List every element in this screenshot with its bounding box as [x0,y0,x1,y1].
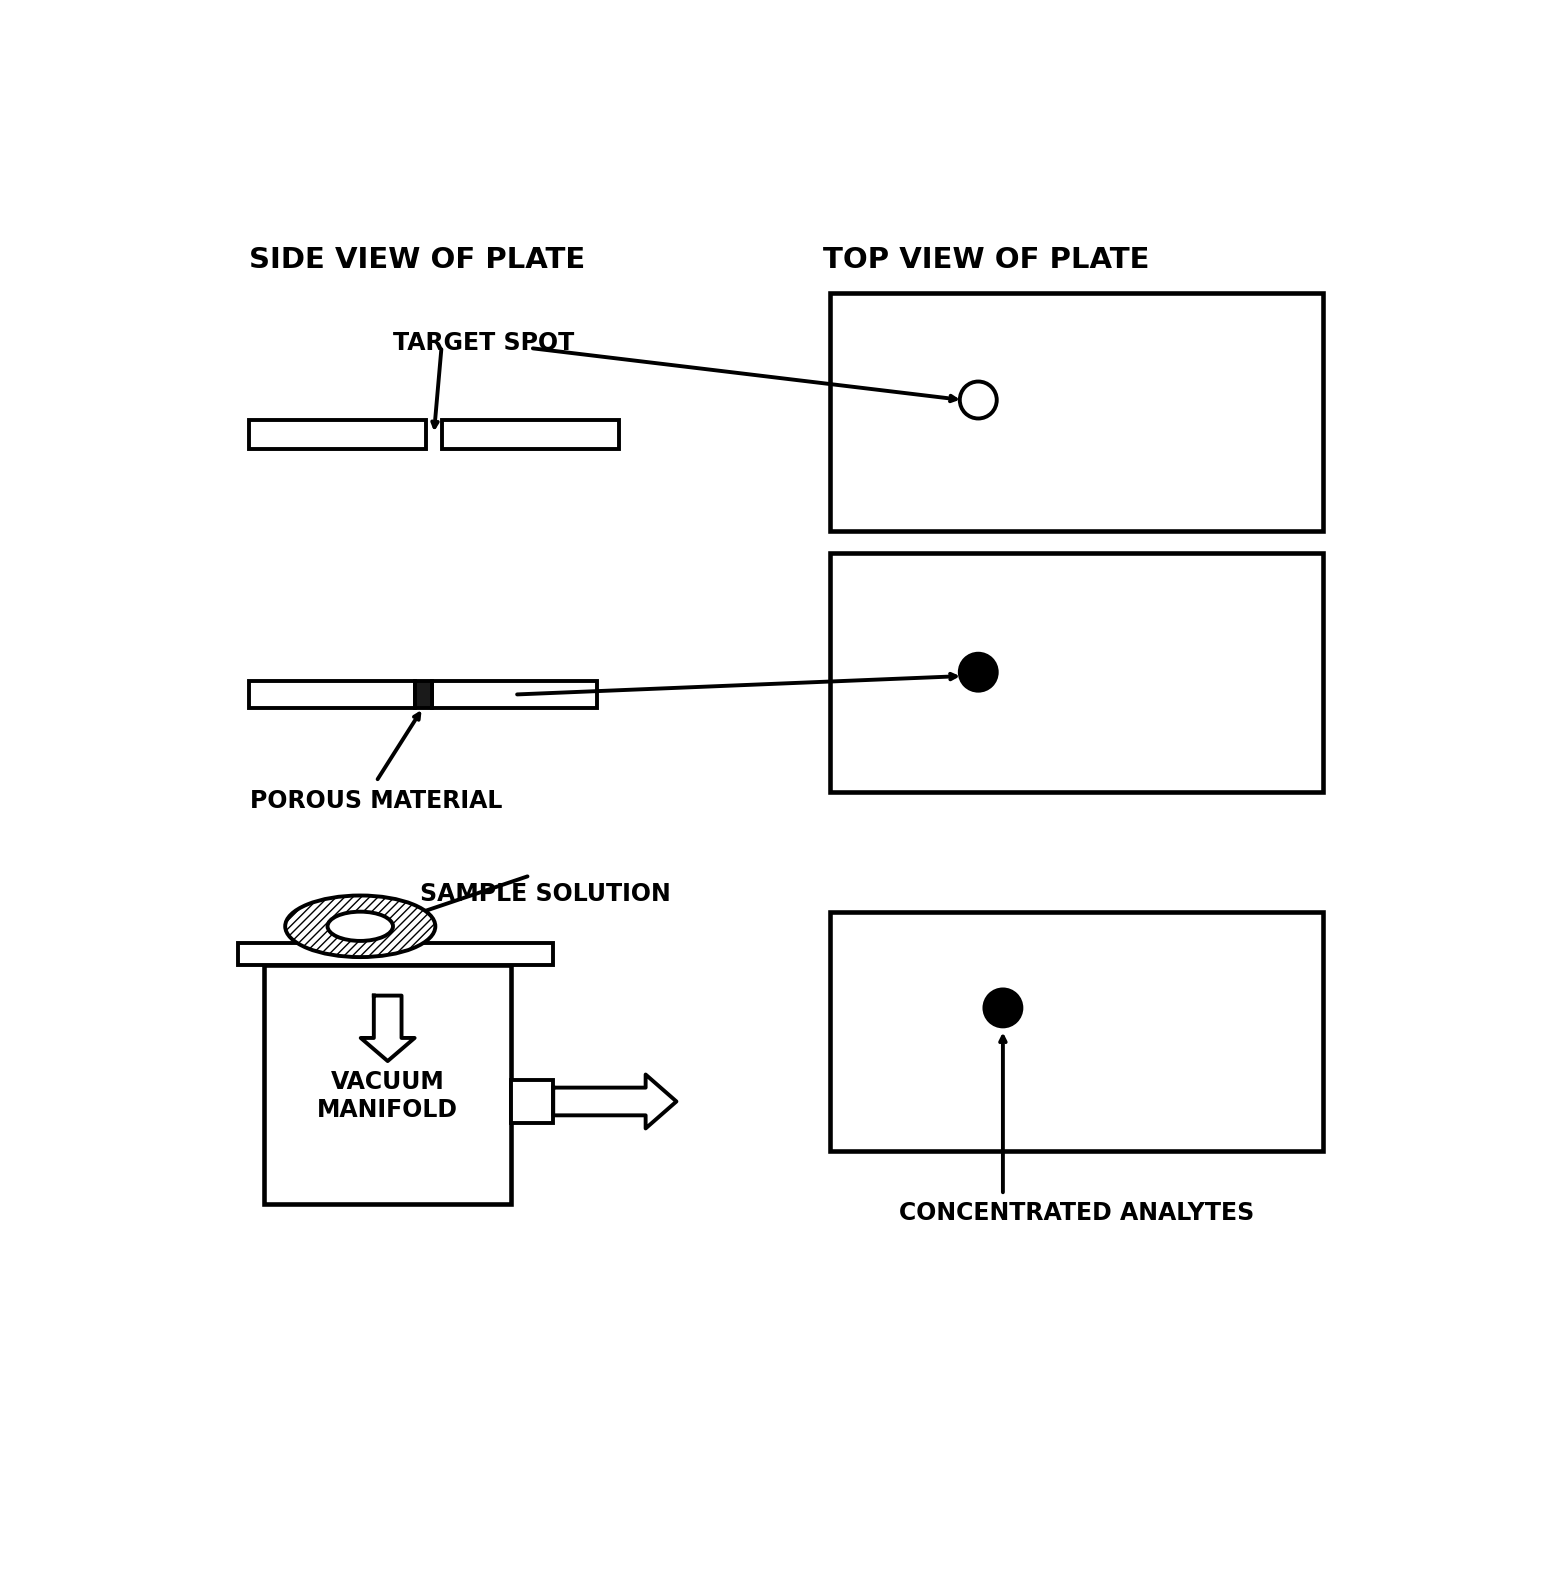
Polygon shape [361,995,415,1061]
Text: CONCENTRATED ANALYTES: CONCENTRATED ANALYTES [899,1201,1255,1225]
Polygon shape [361,995,415,1061]
Bar [830,292,1324,531]
Bar [264,965,510,1204]
Bar [431,681,598,707]
Circle shape [960,382,997,418]
Ellipse shape [328,912,393,942]
Bar [415,681,431,707]
Text: POROUS MATERIAL: POROUS MATERIAL [250,789,503,813]
Polygon shape [553,1075,676,1129]
Polygon shape [553,1075,676,1129]
Bar [830,553,1324,792]
Circle shape [960,654,997,690]
Text: SIDE VIEW OF PLATE: SIDE VIEW OF PLATE [250,247,585,275]
Bar [830,912,1324,1151]
Ellipse shape [286,896,436,957]
Text: TOP VIEW OF PLATE: TOP VIEW OF PLATE [823,247,1149,275]
Bar [442,420,618,450]
Circle shape [985,989,1021,1027]
Bar [510,1080,553,1122]
Bar [415,681,431,707]
Bar [250,681,415,707]
Text: VACUUM
MANIFOLD: VACUUM MANIFOLD [317,1071,459,1122]
Bar [250,420,426,450]
Text: SAMPLE SOLUTION: SAMPLE SOLUTION [420,882,671,905]
Bar [237,943,553,965]
Text: TARGET SPOT: TARGET SPOT [393,332,574,355]
